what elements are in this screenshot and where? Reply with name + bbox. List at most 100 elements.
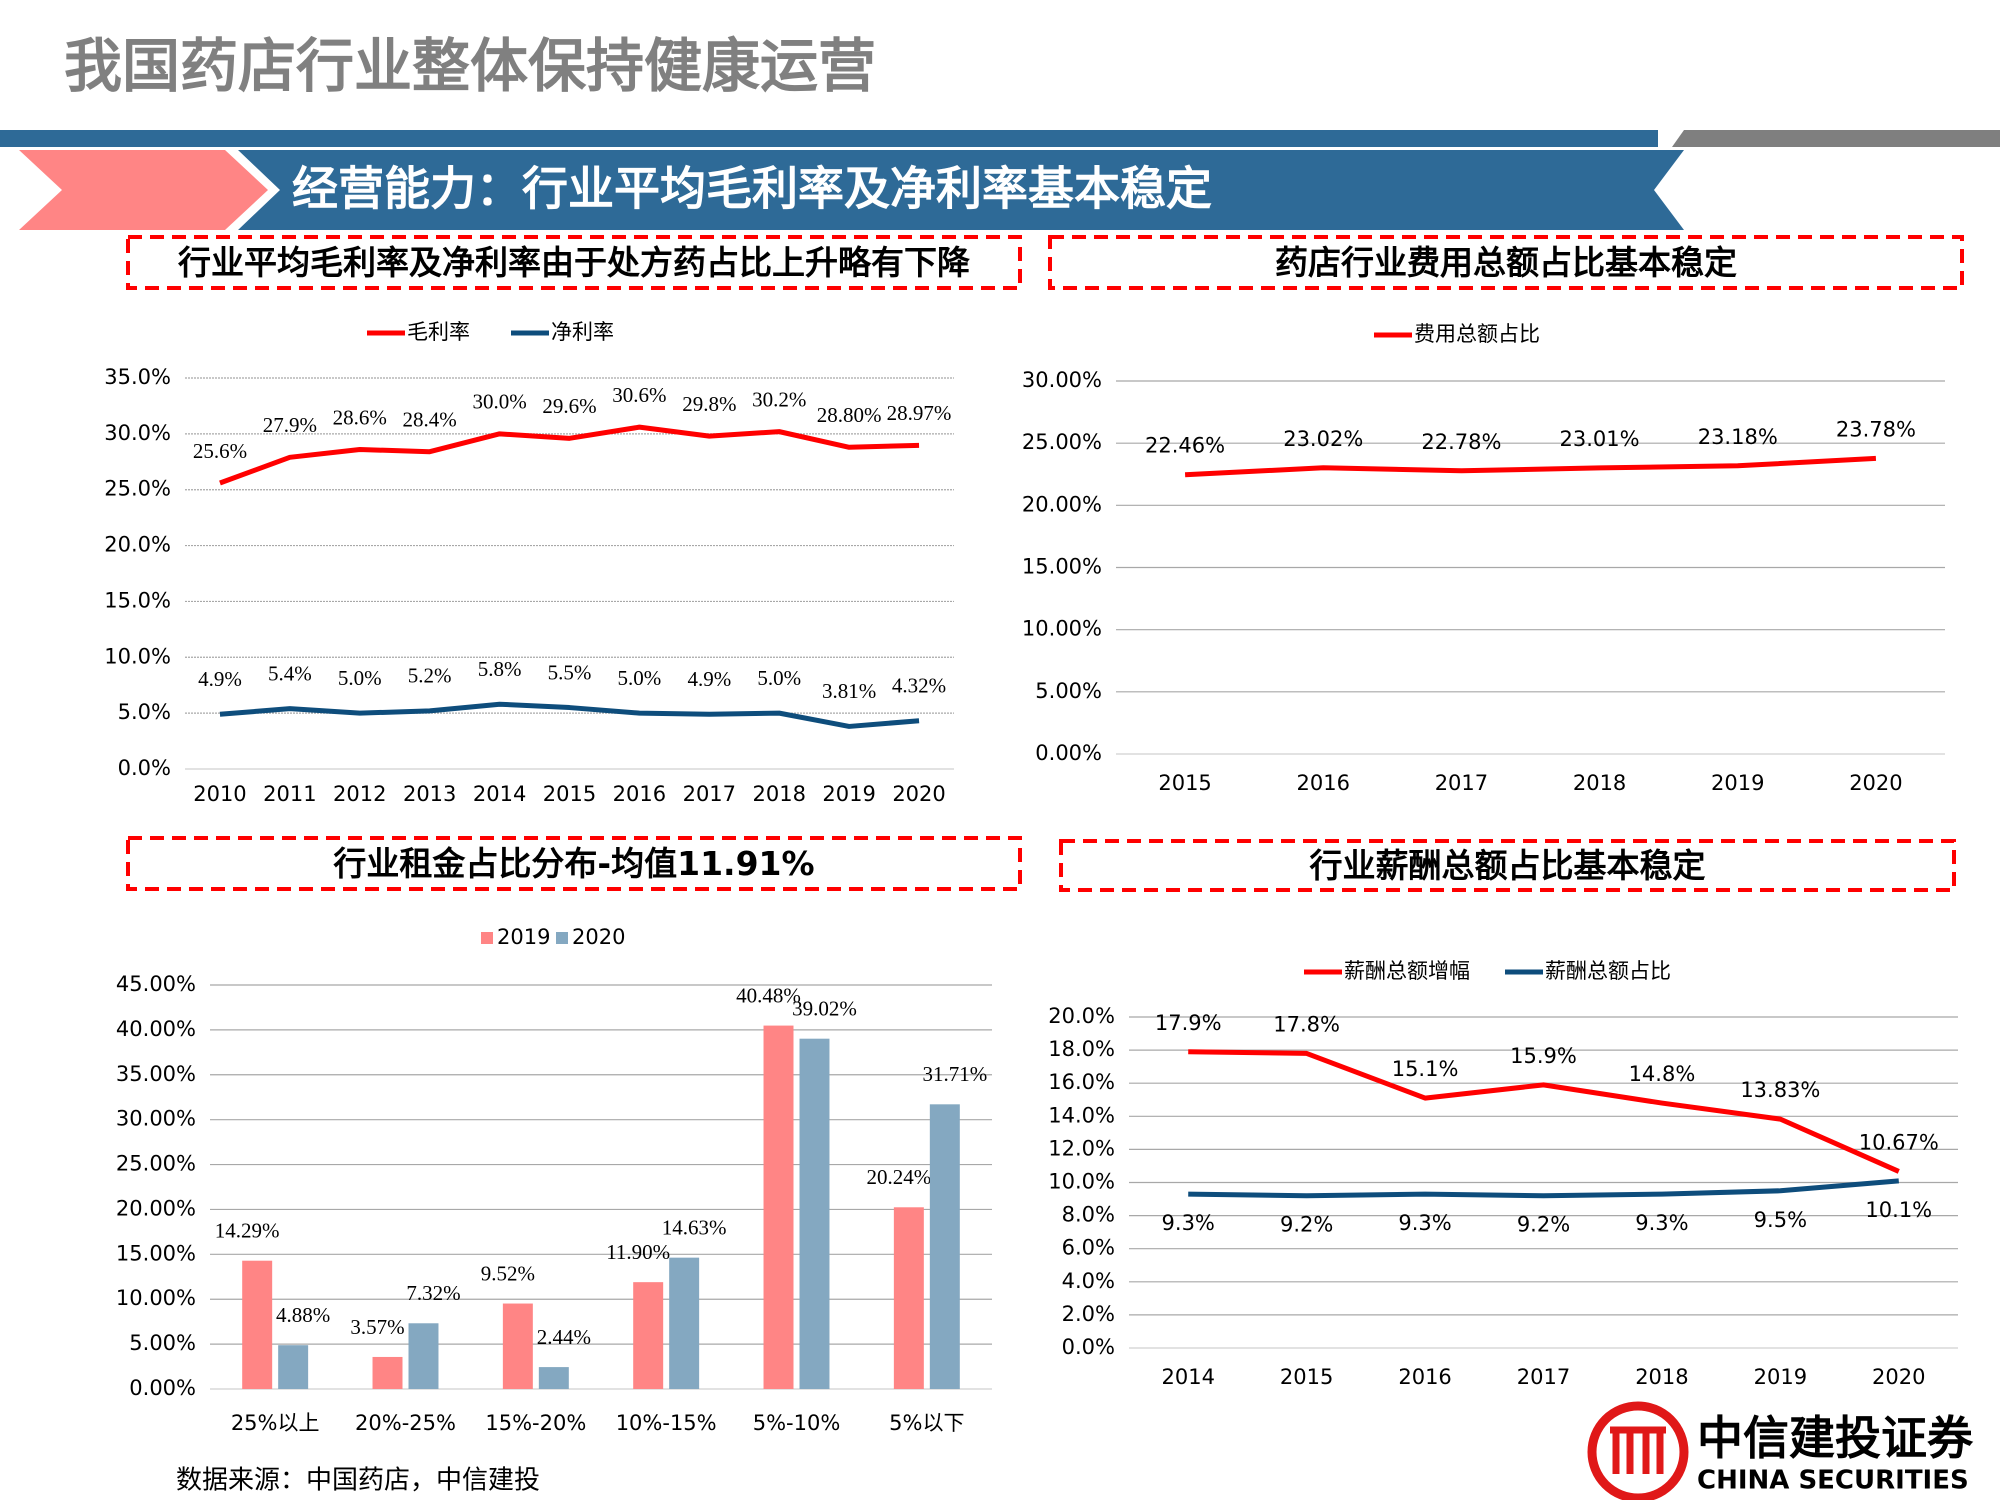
slide-subtitle: 经营能力：行业平均毛利率及净利率基本稳定 [292, 162, 1212, 216]
logo-mark [1610, 1426, 1666, 1474]
data-label: 14.8% [1629, 1062, 1696, 1086]
x-tick-label: 5%以下 [889, 1411, 964, 1435]
data-label: 17.9% [1155, 1011, 1222, 1035]
x-tick-label: 2016 [1297, 771, 1350, 795]
heading-box [126, 235, 1022, 290]
x-tick-label: 2012 [333, 782, 386, 806]
legend-label: 毛利率 [407, 320, 470, 344]
legend-label: 薪酬总额增幅 [1344, 959, 1470, 983]
x-tick-label: 2019 [1754, 1365, 1807, 1389]
chart-title: 行业租金占比分布-均值11.91% [332, 844, 814, 883]
x-tick-label: 2014 [473, 782, 526, 806]
bar [408, 1323, 439, 1389]
data-label: 40.48% [736, 983, 801, 1007]
data-label: 10.1% [1865, 1198, 1932, 1222]
y-tick-label: 25.0% [104, 477, 171, 501]
data-label: 25.6% [193, 439, 247, 463]
legend-label: 薪酬总额占比 [1545, 959, 1671, 983]
chart-title: 药店行业费用总额占比基本稳定 [1275, 243, 1737, 282]
data-label: 15.1% [1392, 1057, 1459, 1081]
y-tick-label: 30.0% [104, 421, 171, 445]
data-label: 9.52% [481, 1261, 535, 1285]
y-tick-label: 10.00% [116, 1286, 196, 1310]
x-tick-label: 2019 [822, 782, 875, 806]
y-tick-label: 5.00% [129, 1331, 196, 1355]
data-label: 4.9% [198, 667, 242, 691]
x-tick-label: 5%-10% [753, 1411, 841, 1435]
bar [929, 1104, 960, 1389]
data-label: 9.2% [1517, 1213, 1570, 1237]
bar [799, 1038, 830, 1389]
y-tick-label: 15.00% [1022, 555, 1102, 579]
y-tick-label: 4.0% [1062, 1269, 1115, 1293]
x-tick-label: 2018 [1635, 1365, 1688, 1389]
line [1188, 1178, 1899, 1199]
x-tick-label: 20%-25% [355, 1411, 456, 1435]
data-label: 2.44% [537, 1325, 591, 1349]
data-label: 39.02% [792, 996, 857, 1020]
y-tick-label: 20.0% [1048, 1004, 1115, 1028]
y-tick-label: 20.00% [1022, 492, 1102, 516]
y-tick-label: 25.00% [1022, 430, 1102, 454]
data-label: 15.9% [1510, 1044, 1577, 1068]
data-label: 27.9% [263, 413, 317, 437]
x-tick-label: 2016 [613, 782, 666, 806]
data-label: 22.46% [1145, 434, 1225, 458]
heading-box [1048, 235, 1964, 290]
line [219, 424, 920, 486]
x-tick-label: 2013 [403, 782, 456, 806]
bar [633, 1282, 664, 1389]
data-label: 28.97% [887, 401, 952, 425]
data-label: 17.8% [1273, 1012, 1340, 1036]
y-tick-label: 20.0% [104, 533, 171, 557]
bar [278, 1345, 309, 1389]
heading-box [1059, 839, 1956, 892]
data-label: 9.2% [1280, 1213, 1333, 1237]
y-tick-label: 0.0% [118, 756, 171, 780]
data-label: 5.0% [618, 666, 662, 690]
x-tick-label: 15%-20% [485, 1411, 586, 1435]
y-tick-label: 14.0% [1048, 1103, 1115, 1127]
data-label: 28.80% [817, 403, 882, 427]
x-tick-label: 2020 [892, 782, 945, 806]
x-tick-label: 2015 [1158, 771, 1211, 795]
chart-title: 行业薪酬总额占比基本稳定 [1309, 846, 1706, 885]
y-tick-label: 35.0% [104, 365, 171, 389]
x-tick-label: 2018 [753, 782, 806, 806]
data-label: 10.67% [1859, 1130, 1939, 1154]
data-label: 9.3% [1635, 1211, 1688, 1235]
y-tick-label: 10.0% [1048, 1170, 1115, 1194]
y-tick-label: 40.00% [116, 1017, 196, 1041]
bar [669, 1257, 700, 1389]
data-label: 4.32% [892, 674, 946, 698]
logo-en: CHINA SECURITIES [1697, 1466, 1969, 1496]
logo-cn: 中信建投证券 [1697, 1411, 1974, 1465]
y-tick-label: 30.00% [116, 1107, 196, 1131]
data-label: 30.2% [752, 387, 806, 411]
y-tick-label: 10.0% [104, 644, 171, 668]
y-tick-label: 10.00% [1022, 617, 1102, 641]
banner-arrow [19, 150, 268, 230]
x-tick-label: 2010 [193, 782, 246, 806]
legend-label: 净利率 [551, 320, 614, 344]
y-tick-label: 2.0% [1062, 1302, 1115, 1326]
y-tick-label: 8.0% [1062, 1203, 1115, 1227]
line [219, 701, 920, 729]
x-tick-label: 2014 [1161, 1365, 1214, 1389]
bar [502, 1303, 533, 1389]
source-note: 数据来源：中国药店，中信建投 [176, 1466, 540, 1496]
y-tick-label: 12.0% [1048, 1136, 1115, 1160]
data-label: 5.8% [478, 657, 522, 681]
data-label: 9.3% [1398, 1211, 1451, 1235]
data-label: 5.5% [548, 660, 592, 684]
data-label: 7.32% [406, 1281, 460, 1305]
data-label: 14.63% [662, 1215, 727, 1239]
data-label: 4.88% [276, 1303, 330, 1327]
bar [893, 1207, 924, 1389]
data-label: 23.02% [1283, 427, 1363, 451]
y-tick-label: 25.00% [116, 1152, 196, 1176]
y-tick-label: 45.00% [116, 972, 196, 996]
x-tick-label: 2015 [1280, 1365, 1333, 1389]
